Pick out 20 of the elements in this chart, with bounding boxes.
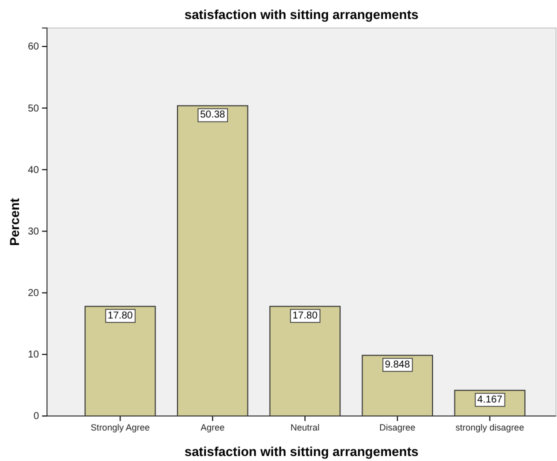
y-tick-label: 30 (28, 226, 40, 238)
data-label: 4.167 (477, 394, 503, 406)
y-tick-label: 20 (28, 288, 40, 300)
y-tick-label: 50 (28, 103, 40, 114)
x-tick-label: Disagree (379, 422, 416, 432)
y-tick-label: 40 (28, 164, 40, 176)
y-tick-label: 0 (33, 411, 40, 422)
x-tick-label: strongly disagree (456, 422, 524, 432)
y-axis-title: Percent (7, 197, 22, 246)
data-label: 17.80 (292, 310, 318, 322)
x-tick-label: Strongly Agree (90, 422, 150, 432)
data-label: 50.38 (200, 110, 226, 121)
x-tick-label: Neutral (290, 422, 320, 432)
y-tick-label: 60 (28, 42, 40, 53)
y-tick-label: 10 (28, 350, 40, 361)
data-label: 9.848 (384, 359, 410, 370)
data-label: 17.80 (108, 310, 134, 322)
chart-title: satisfaction with sitting arrangements (184, 7, 419, 22)
x-axis-title: satisfaction with sitting arrangements (184, 444, 419, 459)
x-tick-label: Agree (200, 422, 225, 432)
